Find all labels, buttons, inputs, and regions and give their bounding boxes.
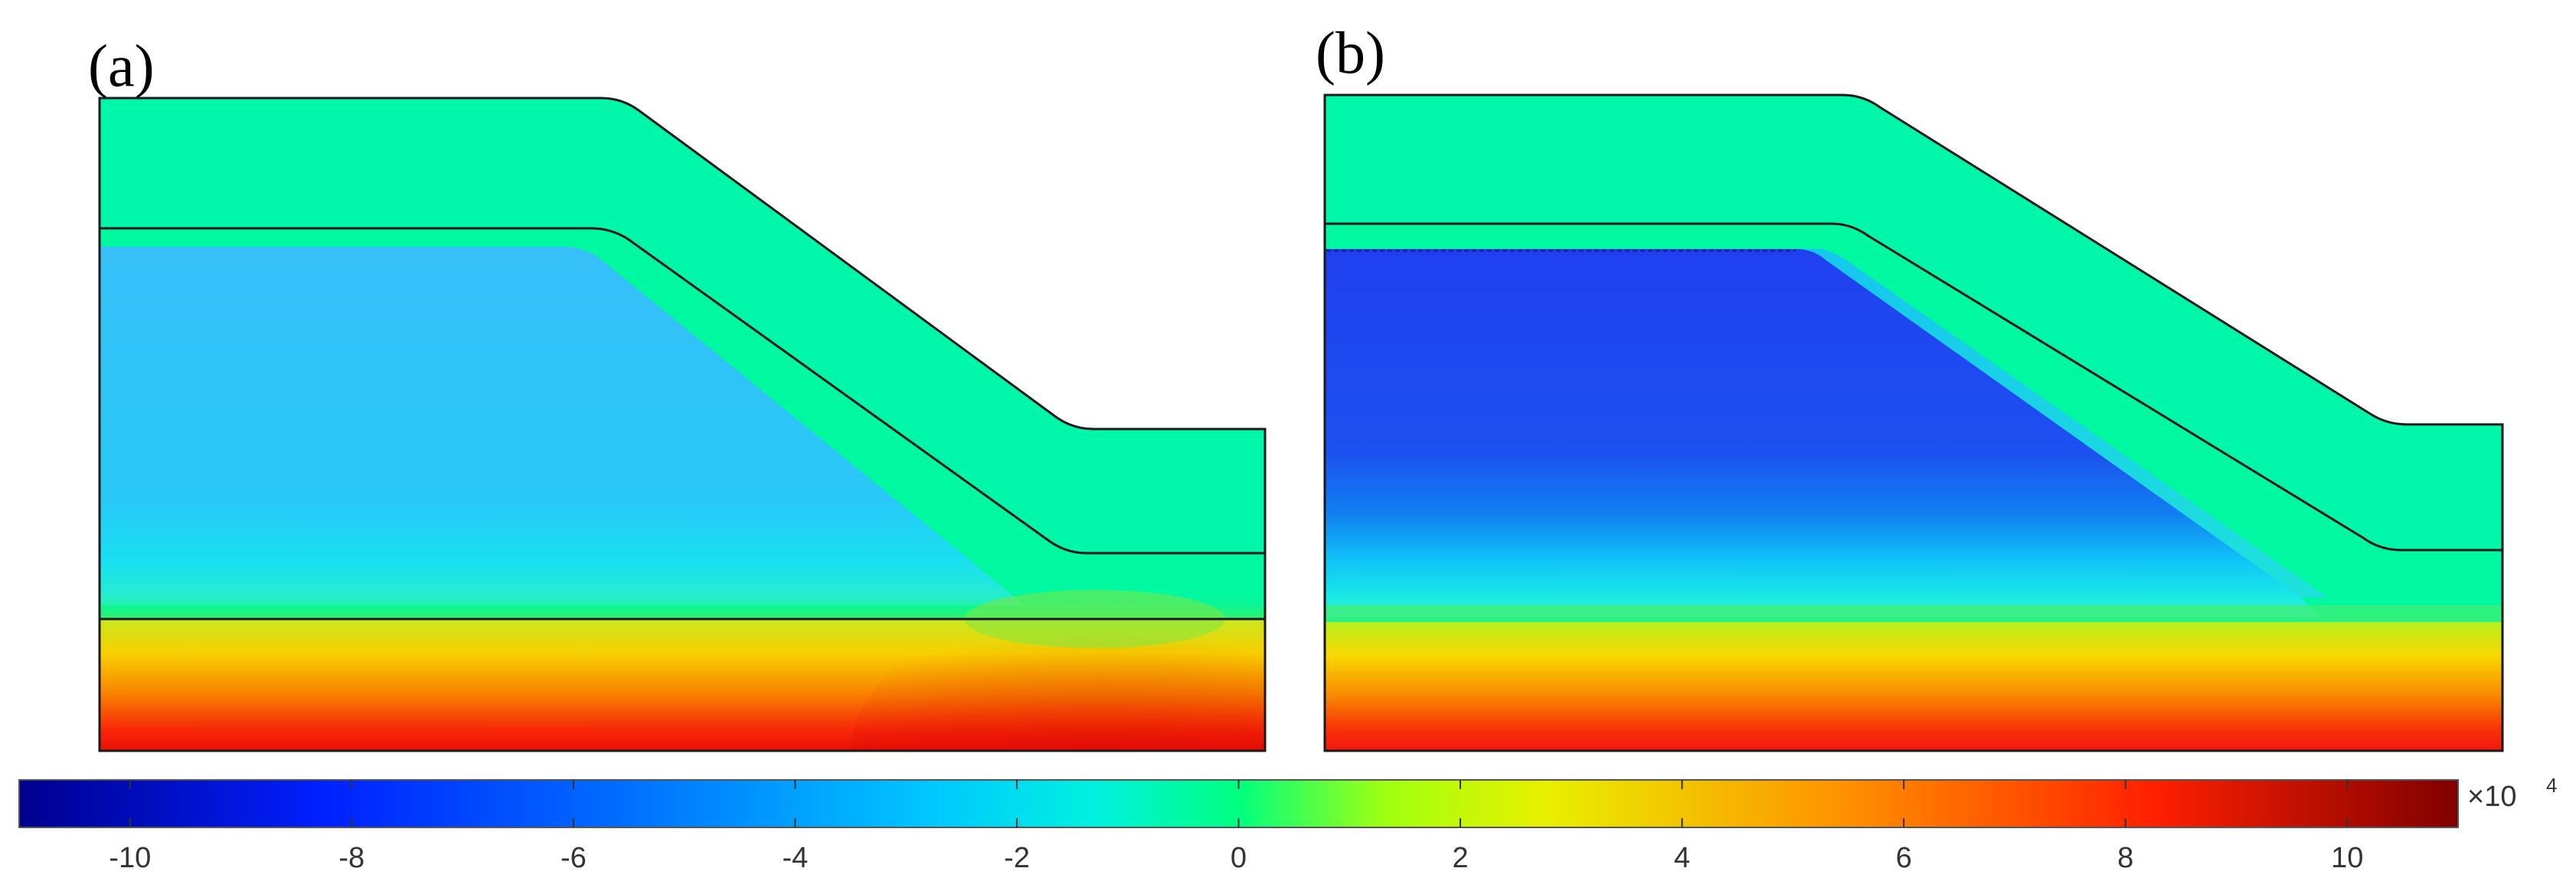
- panel-a-interface-1: [100, 227, 1265, 555]
- colorbar: -10 -8 -6 -4 -2 0 2 4 6 8 10 ×10 4: [18, 774, 2557, 874]
- colorbar-tick-label: -6: [561, 842, 587, 874]
- panel-a: (a): [88, 32, 1267, 752]
- panel-b-outline: [1323, 93, 2504, 752]
- panel-b-field: [1325, 95, 2502, 751]
- colorbar-tick-label: 0: [1231, 842, 1247, 874]
- panel-label: (b): [1316, 19, 1385, 86]
- colorbar-tick-label: -10: [109, 842, 151, 874]
- colorbar-tick-label: 6: [1896, 842, 1912, 874]
- colorbar-tick-label: 4: [1674, 842, 1690, 874]
- colorbar-tick-labels: -10 -8 -6 -4 -2 0 2 4 6 8 10: [109, 842, 2363, 874]
- panel-b-bottom-layer: [1325, 622, 2502, 751]
- colorbar-tick-label: -4: [783, 842, 809, 874]
- panel-b-interface-1: [1325, 222, 2502, 552]
- colorbar-tick-label: 10: [2331, 842, 2363, 874]
- colorbar-unit-exponent: 4: [2546, 774, 2557, 797]
- colorbar-tick-label: -2: [1004, 842, 1030, 874]
- colorbar-ticks: [129, 780, 2349, 827]
- colorbar-tick-label: 2: [1452, 842, 1468, 874]
- panel-label: (a): [88, 32, 155, 99]
- panel-b: (b): [1316, 19, 2504, 752]
- panel-a-field: [100, 98, 1265, 751]
- colorbar-unit-base: ×10: [2467, 781, 2516, 813]
- colorbar-tick-label: 8: [2117, 842, 2133, 874]
- colorbar-tick-label: -8: [338, 842, 364, 874]
- panel-a-core: [100, 247, 1022, 605]
- panel-a-outline: [98, 97, 1267, 752]
- panel-b-core: [1325, 249, 2320, 617]
